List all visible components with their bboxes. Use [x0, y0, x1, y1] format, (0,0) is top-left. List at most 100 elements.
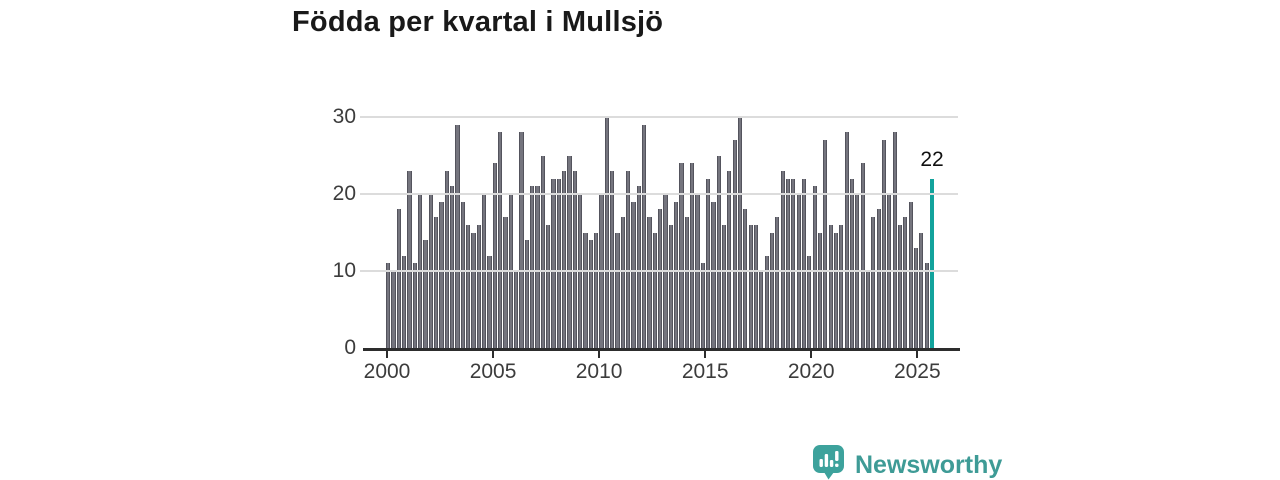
y-axis-tick-label: 0	[344, 336, 356, 359]
x-axis-tick	[386, 350, 388, 358]
bar	[849, 178, 855, 348]
bar	[812, 186, 817, 348]
bar	[780, 170, 785, 348]
gridline	[360, 270, 958, 272]
gridline	[360, 116, 958, 118]
bar	[700, 263, 705, 348]
x-axis-line	[363, 348, 960, 351]
bar	[684, 217, 689, 348]
bar	[828, 224, 833, 348]
bar	[588, 240, 593, 348]
bar	[396, 209, 401, 348]
bar	[476, 224, 481, 348]
bar	[865, 271, 871, 348]
bar	[572, 170, 577, 348]
bar	[439, 201, 444, 348]
newsworthy-logo[interactable]: Newsworthy	[812, 444, 1002, 480]
bar	[545, 224, 551, 348]
bar	[540, 155, 545, 348]
bar	[801, 178, 807, 348]
bar	[759, 271, 764, 348]
bar	[455, 124, 460, 348]
bar	[737, 117, 743, 348]
x-axis-tick-label: 2005	[469, 360, 517, 383]
bar	[844, 132, 849, 348]
bar	[449, 186, 455, 348]
bar	[732, 140, 737, 348]
x-axis-tick	[492, 350, 495, 358]
x-axis-tick-label: 2020	[787, 360, 835, 383]
bar	[535, 186, 540, 348]
bar	[615, 232, 620, 348]
bar	[903, 217, 908, 348]
bar	[679, 163, 684, 348]
bar	[913, 247, 919, 348]
bar	[631, 201, 636, 348]
bar	[721, 224, 727, 348]
bar	[604, 117, 609, 348]
x-axis-tick	[810, 350, 813, 358]
bar	[711, 201, 716, 348]
bar	[487, 255, 492, 348]
newsworthy-wordmark: Newsworthy	[855, 450, 1003, 479]
bar	[748, 224, 753, 348]
bar	[423, 240, 428, 348]
bar	[897, 224, 903, 348]
bar	[673, 201, 679, 348]
bar	[556, 178, 561, 348]
highlighted-bar	[929, 178, 935, 348]
x-axis-tick-label: 2000	[363, 360, 411, 383]
speech-bubble-bar-chart-icon	[812, 444, 846, 480]
bar	[871, 217, 876, 348]
bar	[775, 217, 780, 348]
bar	[689, 163, 695, 348]
bar	[727, 170, 732, 348]
bar	[657, 209, 663, 348]
bar	[807, 255, 812, 348]
x-axis-tick	[916, 350, 919, 358]
bar	[465, 224, 471, 348]
bar	[705, 178, 711, 348]
bar	[647, 217, 652, 348]
bar	[892, 132, 897, 348]
bar	[407, 170, 412, 348]
x-axis-tick	[704, 350, 707, 358]
bar	[412, 263, 417, 348]
bar	[620, 217, 625, 348]
bar	[433, 217, 439, 348]
bar	[513, 271, 519, 348]
bar	[460, 201, 465, 348]
x-axis-tick-label: 2025	[893, 360, 941, 383]
bar	[791, 178, 796, 348]
bar	[769, 232, 775, 348]
bar	[908, 201, 913, 348]
bar	[583, 232, 588, 348]
bar	[924, 263, 929, 348]
bar	[471, 232, 476, 348]
bar	[764, 255, 769, 348]
bar	[609, 170, 615, 348]
gridline	[360, 193, 958, 195]
bar	[529, 186, 535, 348]
bar	[444, 170, 449, 348]
bar	[833, 232, 839, 348]
bar	[636, 186, 641, 348]
bar	[561, 170, 567, 348]
bar	[881, 140, 887, 348]
x-axis-tick	[598, 350, 601, 358]
bar	[743, 209, 748, 348]
bar	[668, 224, 673, 348]
bar	[625, 170, 631, 348]
bar	[519, 132, 524, 348]
bar	[401, 255, 407, 348]
bar	[785, 178, 791, 348]
bar	[876, 209, 881, 348]
bar	[551, 178, 556, 348]
bar	[716, 155, 721, 348]
bar	[919, 232, 924, 348]
bar	[386, 263, 391, 348]
bar-value-annotation: 22	[920, 147, 944, 171]
bar	[839, 224, 844, 348]
x-axis-tick-label: 2015	[681, 360, 729, 383]
